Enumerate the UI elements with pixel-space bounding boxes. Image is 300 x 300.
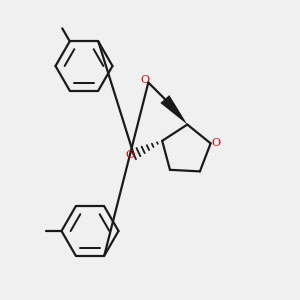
Text: O: O (125, 150, 134, 160)
Text: O: O (140, 75, 149, 85)
Polygon shape (160, 95, 187, 124)
Text: O: O (212, 137, 220, 148)
